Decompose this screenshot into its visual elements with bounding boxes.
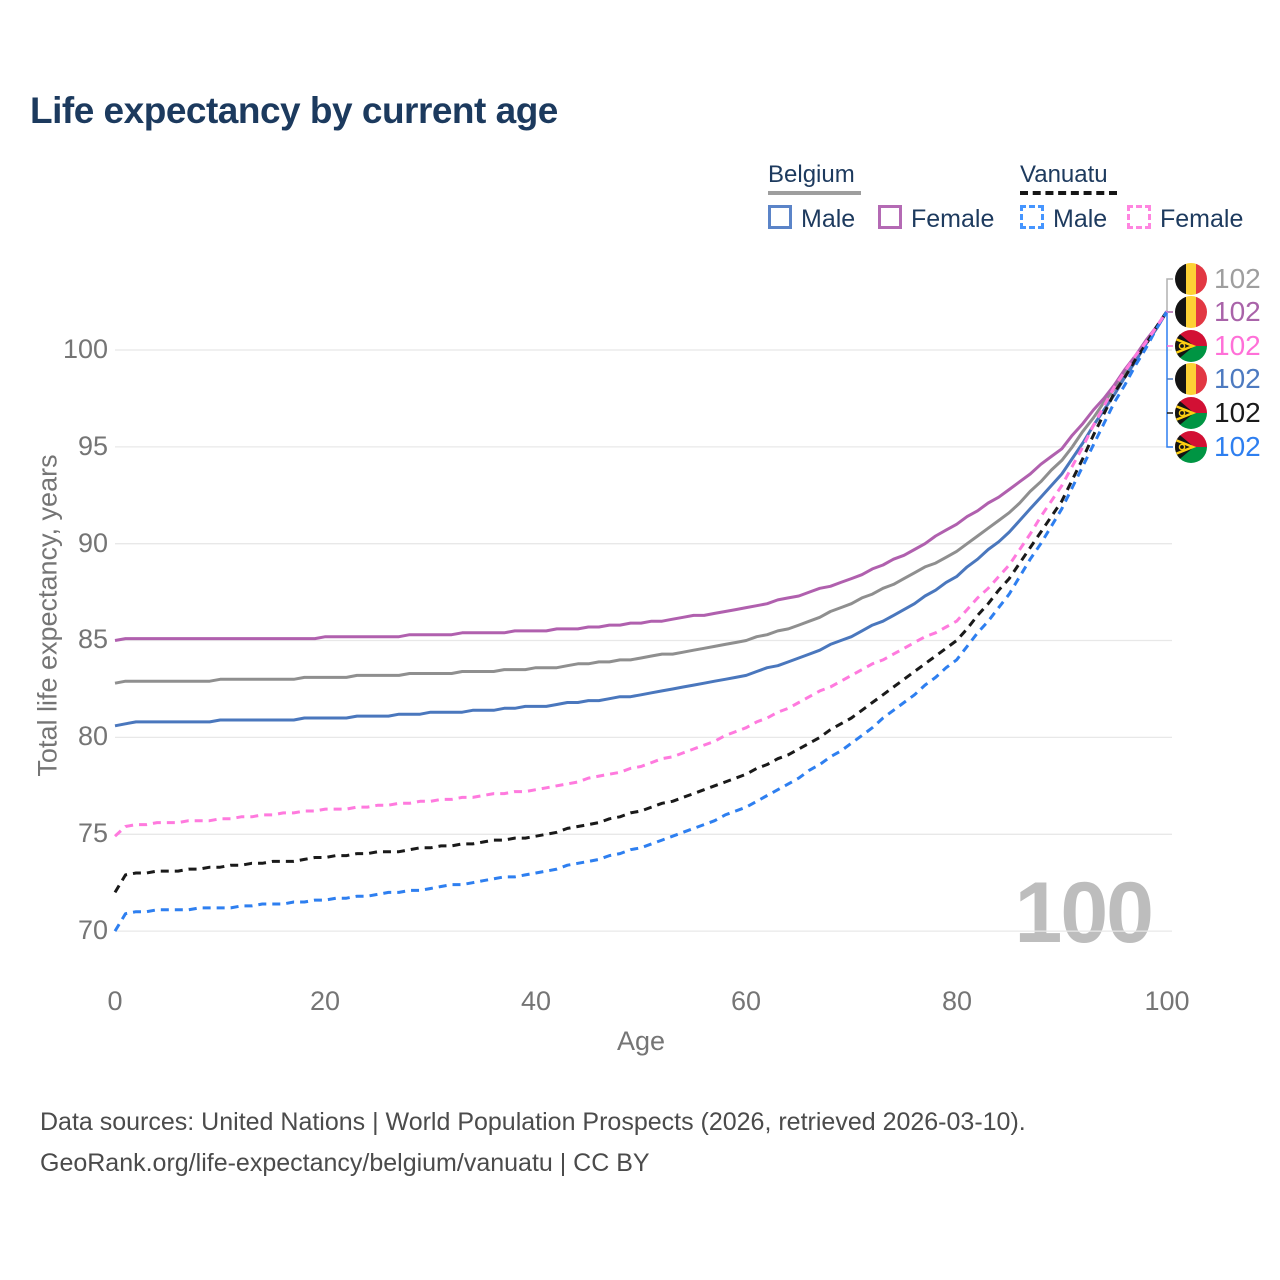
- y-tick-90: 90: [77, 528, 108, 558]
- x-tick-60: 60: [730, 986, 762, 1016]
- y-tick-95: 95: [77, 431, 108, 461]
- end-label-row: 102: [1175, 363, 1261, 395]
- page-title: Life expectancy by current age: [30, 90, 558, 131]
- legend-label-vanuatu-male: Male: [1053, 205, 1108, 233]
- x-tick-20: 20: [309, 986, 341, 1016]
- end-label-row: 102: [1175, 431, 1261, 463]
- y-axis-title: Total life expectancy, years: [32, 454, 63, 777]
- legend-swatch-belgium-male: [768, 205, 792, 229]
- y-tick-85: 85: [77, 624, 108, 654]
- vanuatu-flag-icon: [1175, 397, 1207, 429]
- legend-swatch-vanuatu-male: [1020, 205, 1044, 229]
- x-tick-100: 100: [1144, 986, 1190, 1016]
- legend-label-vanuatu-female: Female: [1160, 205, 1244, 233]
- end-value: 102: [1214, 263, 1261, 294]
- end-value: 102: [1214, 296, 1261, 327]
- legend-swatch-belgium-female: [878, 205, 902, 229]
- legend-label-belgium-male: Male: [801, 205, 856, 233]
- vanuatu-flag-icon: [1175, 431, 1207, 463]
- x-tick-80: 80: [941, 986, 973, 1016]
- legend-label-belgium-female: Female: [911, 205, 995, 233]
- end-label-row: 102: [1175, 263, 1261, 295]
- legend-vanuatu-line-sample: [1020, 191, 1117, 195]
- end-label-row: 102: [1175, 397, 1261, 429]
- end-label-row: 102: [1175, 330, 1261, 362]
- footer-attribution: GeoRank.org/life-expectancy/belgium/vanu…: [40, 1149, 650, 1177]
- end-value: 102: [1214, 363, 1261, 394]
- y-tick-75: 75: [77, 818, 108, 848]
- legend-group-belgium-label: Belgium: [768, 161, 855, 188]
- belgium-flag-icon: [1175, 363, 1207, 395]
- belgium-flag-icon: [1175, 296, 1207, 328]
- legend-swatch-vanuatu-female: [1127, 205, 1151, 229]
- end-value: 102: [1214, 330, 1261, 361]
- vanuatu-flag-icon: [1175, 330, 1207, 362]
- frame-counter: 100: [1014, 865, 1155, 961]
- legend-belgium-line-sample: [768, 191, 861, 195]
- end-value: 102: [1214, 397, 1261, 428]
- y-tick-100: 100: [62, 334, 108, 364]
- footer-data-sources: Data sources: United Nations | World Pop…: [40, 1108, 1026, 1136]
- y-tick-70: 70: [77, 915, 108, 945]
- end-value: 102: [1214, 431, 1261, 462]
- legend-group-vanuatu-label: Vanuatu: [1020, 161, 1108, 188]
- x-tick-40: 40: [520, 986, 552, 1016]
- belgium-flag-icon: [1175, 263, 1207, 295]
- x-axis-title: Age: [616, 1026, 666, 1056]
- x-tick-0: 0: [107, 986, 123, 1016]
- y-tick-80: 80: [77, 721, 108, 751]
- end-label-row: 102: [1175, 296, 1261, 328]
